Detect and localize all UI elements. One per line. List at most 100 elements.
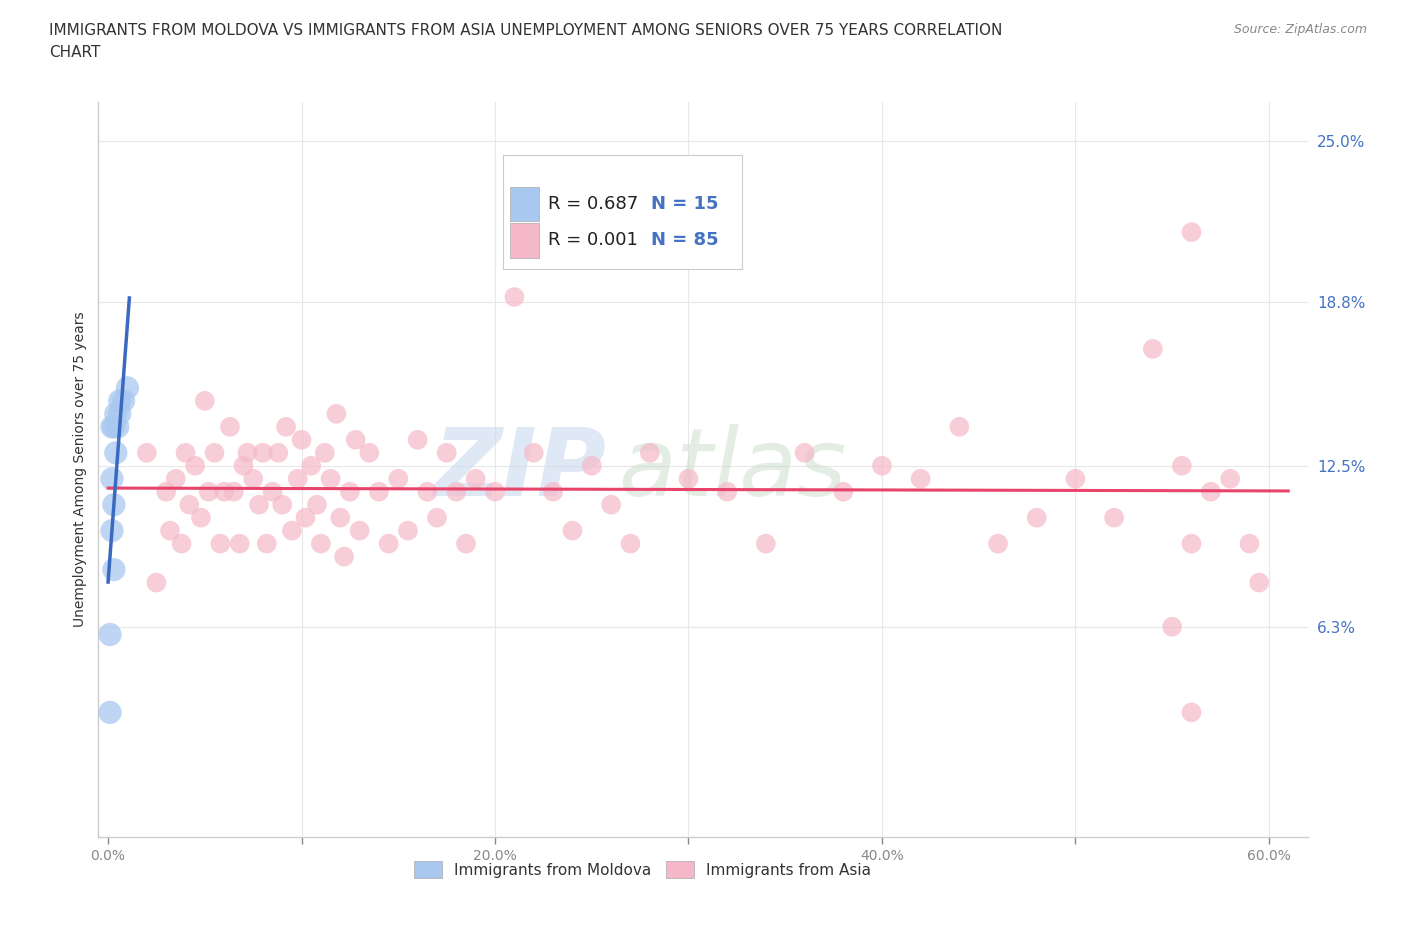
Point [101,419,124,434]
Point [103,562,125,577]
Point [107,419,129,434]
Point [755,537,778,551]
Point [325,406,347,421]
Point [287,472,309,486]
Point [174,445,197,460]
Text: atlas: atlas [619,424,846,515]
Point [454,537,477,551]
Point [339,485,361,499]
Point [103,498,125,512]
Y-axis label: Unemployment Among Seniors over 75 years: Unemployment Among Seniors over 75 years [73,312,87,628]
Point [1025,511,1047,525]
Point [267,445,290,460]
Point [299,458,322,473]
Point [103,419,125,434]
Point [165,472,187,486]
Point [232,458,254,473]
Point [104,445,127,460]
Bar [510,223,538,258]
Point [281,524,304,538]
Point [108,393,131,408]
Text: R = 0.001: R = 0.001 [548,232,638,249]
Point [159,524,181,538]
Point [793,445,815,460]
Text: N = 85: N = 85 [651,232,718,249]
Point [219,419,242,434]
Point [446,485,468,499]
Point [204,445,226,460]
Point [600,498,623,512]
Point [581,458,603,473]
Point [1161,619,1184,634]
Point [247,498,270,512]
Point [104,406,127,421]
Point [484,485,506,499]
Point [436,445,458,460]
Point [101,472,124,486]
Point [209,537,232,551]
Point [145,575,167,590]
Point [416,485,439,499]
Point [1219,472,1241,486]
Text: ZIP: ZIP [433,424,606,515]
Point [190,511,212,525]
Point [1199,485,1222,499]
Point [426,511,449,525]
Point [333,550,356,565]
Point [108,406,131,421]
Point [464,472,486,486]
Point [329,511,352,525]
Point [98,627,121,642]
Point [135,445,157,460]
Point [170,537,193,551]
Point [396,524,419,538]
Point [228,537,250,551]
Point [1171,458,1194,473]
Point [359,445,381,460]
Point [252,445,274,460]
Point [678,472,700,486]
Point [1249,575,1271,590]
Point [184,458,207,473]
Point [98,705,121,720]
Text: CHART: CHART [49,45,101,60]
Point [294,511,316,525]
Point [716,485,738,499]
Point [870,458,893,473]
Point [987,537,1010,551]
Point [222,485,245,499]
Point [1239,537,1261,551]
Point [179,498,201,512]
Point [1180,225,1202,240]
Point [309,537,332,551]
Point [262,485,284,499]
Point [349,524,371,538]
Point [314,445,336,460]
Point [305,498,328,512]
Point [638,445,661,460]
Point [541,485,564,499]
Point [197,485,219,499]
Point [910,472,932,486]
Point [1180,705,1202,720]
Point [290,432,312,447]
Point [236,445,259,460]
Point [271,498,294,512]
Point [561,524,583,538]
Text: IMMIGRANTS FROM MOLDOVA VS IMMIGRANTS FROM ASIA UNEMPLOYMENT AMONG SENIORS OVER : IMMIGRANTS FROM MOLDOVA VS IMMIGRANTS FR… [49,23,1002,38]
Text: R = 0.687: R = 0.687 [548,194,638,213]
Text: N = 15: N = 15 [651,194,718,213]
Point [368,485,391,499]
Bar [510,187,538,221]
Point [256,537,278,551]
Point [832,485,855,499]
Point [101,524,124,538]
Point [1102,511,1125,525]
Point [155,485,177,499]
Point [242,472,264,486]
Legend: Immigrants from Moldova, Immigrants from Asia: Immigrants from Moldova, Immigrants from… [408,855,877,884]
Point [117,380,139,395]
Point [274,419,297,434]
Point [503,289,526,304]
Point [948,419,970,434]
